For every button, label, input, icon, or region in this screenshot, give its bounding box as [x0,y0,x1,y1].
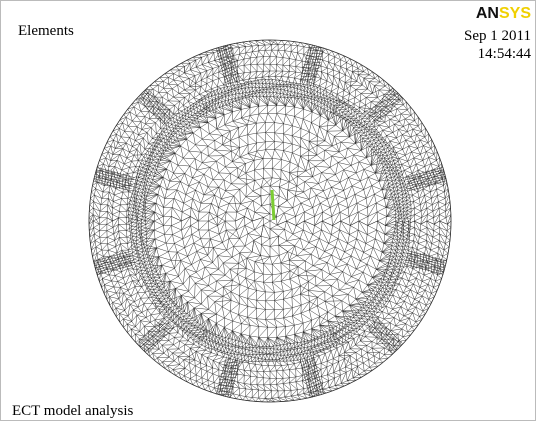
logo-dark: AN [476,5,499,22]
date: Sep 1 2011 [464,28,531,44]
caption: ECT model analysis [12,403,134,419]
logo-light: SYS [499,5,531,22]
logo: ANSYS [476,5,531,22]
plot-label: Elements [18,23,74,39]
graphics-window: Elements ANSYS Sep 1 2011 14:54:44 ECT m… [0,0,536,421]
triad [272,190,274,220]
time: 14:54:44 [478,46,532,62]
screenshot: Elements ANSYS Sep 1 2011 14:54:44 ECT m… [0,0,536,421]
